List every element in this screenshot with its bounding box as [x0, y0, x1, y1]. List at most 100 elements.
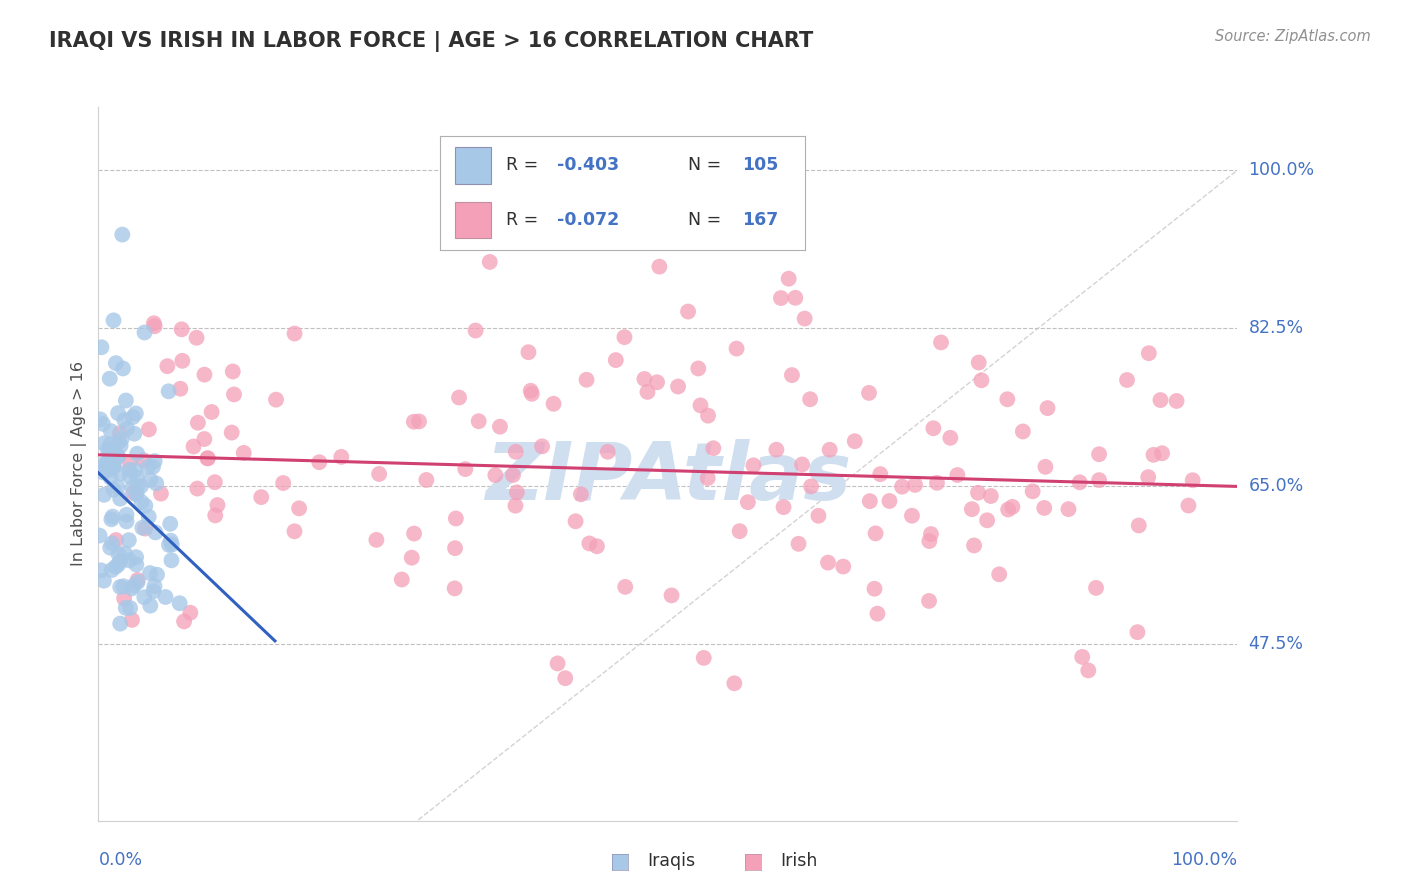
Point	[104, 559, 127, 574]
Point	[967, 355, 990, 369]
Point	[1181, 473, 1204, 487]
Point	[769, 291, 792, 305]
Point	[98, 437, 121, 451]
Point	[443, 582, 465, 596]
Point	[121, 582, 143, 596]
Point	[489, 419, 512, 434]
Point	[107, 406, 129, 420]
Point	[96, 457, 118, 471]
Point	[963, 539, 986, 553]
Point	[138, 509, 160, 524]
Point	[780, 368, 803, 383]
Point	[138, 422, 160, 436]
Point	[115, 515, 138, 529]
Point	[901, 508, 924, 523]
Point	[772, 500, 794, 515]
Point	[1069, 475, 1091, 490]
Point	[91, 466, 114, 480]
Point	[464, 324, 486, 338]
Point	[1152, 446, 1174, 460]
Text: 82.5%: 82.5%	[1249, 319, 1303, 337]
Point	[918, 594, 941, 608]
Point	[193, 432, 215, 446]
Point	[108, 580, 131, 594]
Point	[564, 514, 586, 528]
Point	[980, 489, 1002, 503]
Point	[543, 397, 565, 411]
Point	[1071, 649, 1094, 664]
Point	[366, 533, 388, 547]
Point	[101, 509, 124, 524]
Point	[107, 558, 129, 572]
Point	[197, 451, 219, 466]
Point	[134, 326, 156, 340]
Point	[89, 528, 111, 542]
Point	[142, 459, 165, 474]
Point	[114, 546, 136, 560]
Point	[100, 512, 122, 526]
Point	[100, 470, 122, 484]
Point	[118, 469, 141, 483]
Point	[93, 574, 115, 588]
Point	[110, 554, 132, 568]
Point	[111, 361, 134, 376]
Point	[967, 485, 990, 500]
Point	[145, 525, 167, 540]
Point	[918, 534, 941, 549]
Point	[118, 553, 141, 567]
Point	[689, 398, 711, 412]
Point	[506, 485, 529, 500]
Point	[125, 486, 148, 500]
Point	[1057, 502, 1080, 516]
Point	[1177, 499, 1199, 513]
Point	[633, 372, 655, 386]
Text: Irish: Irish	[780, 852, 818, 870]
Point	[127, 573, 149, 587]
Point	[90, 340, 112, 354]
Point	[155, 590, 177, 604]
Point	[204, 475, 226, 490]
Point	[107, 480, 129, 494]
Text: Source: ZipAtlas.com: Source: ZipAtlas.com	[1215, 29, 1371, 44]
Point	[1166, 394, 1188, 409]
Point	[859, 494, 882, 508]
Point	[520, 386, 543, 401]
Point	[330, 450, 353, 464]
Point	[725, 342, 748, 356]
Point	[517, 345, 540, 359]
Point	[121, 410, 143, 425]
Point	[547, 657, 569, 671]
Point	[765, 442, 787, 457]
Point	[444, 511, 467, 525]
Point	[1011, 425, 1033, 439]
Point	[131, 495, 153, 509]
Point	[169, 382, 191, 396]
Text: N =: N =	[688, 211, 727, 229]
Point	[157, 384, 180, 399]
Point	[988, 567, 1011, 582]
Point	[207, 498, 229, 512]
Point	[139, 566, 162, 580]
Point	[125, 470, 148, 484]
Point	[183, 440, 205, 454]
Point	[110, 491, 132, 506]
Point	[997, 502, 1019, 516]
Point	[110, 432, 132, 446]
Point	[960, 502, 983, 516]
Text: 65.0%: 65.0%	[1249, 477, 1303, 495]
Point	[1149, 392, 1171, 407]
Point	[858, 385, 880, 400]
Point	[107, 450, 129, 464]
Point	[122, 486, 145, 500]
Point	[125, 487, 148, 501]
Point	[118, 533, 141, 548]
Text: 167: 167	[742, 211, 779, 229]
Point	[613, 330, 636, 344]
Point	[605, 353, 627, 368]
Point	[790, 458, 813, 472]
Point	[569, 487, 592, 501]
Point	[90, 563, 112, 577]
Text: -0.403: -0.403	[557, 156, 619, 174]
Point	[929, 335, 952, 350]
Point	[976, 513, 998, 527]
